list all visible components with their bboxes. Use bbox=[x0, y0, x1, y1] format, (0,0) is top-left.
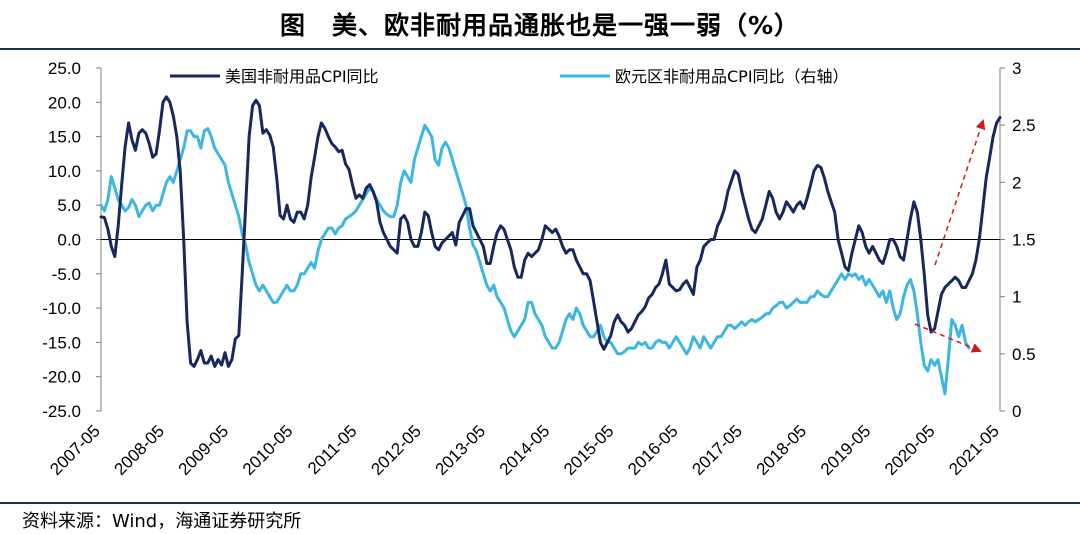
x-tick-label: 2011-05 bbox=[304, 421, 361, 478]
source-note: 资料来源：Wind，海通证券研究所 bbox=[22, 511, 302, 532]
left-tick-label: 10.0 bbox=[48, 162, 81, 181]
x-tick-label: 2021-05 bbox=[945, 421, 1003, 479]
left-tick-label: 15.0 bbox=[48, 128, 81, 147]
title-bar: 图 美、欧非耐用品通胀也是一强一弱（%） bbox=[0, 0, 1080, 50]
title-rule bbox=[0, 48, 1080, 50]
left-tick-label: 25.0 bbox=[48, 59, 81, 78]
right-tick-label: 0 bbox=[1012, 402, 1021, 421]
right-tick-label: 0.5 bbox=[1012, 345, 1036, 364]
right-tick-label: 3 bbox=[1012, 59, 1021, 78]
legend-label: 美国非耐用品CPI同比 bbox=[225, 67, 379, 86]
arrow-up-us bbox=[934, 119, 986, 266]
chart-annotations bbox=[914, 119, 986, 353]
left-tick-label: -15.0 bbox=[42, 333, 81, 352]
left-tick-label: 5.0 bbox=[57, 196, 81, 215]
x-tick-label: 2007-05 bbox=[46, 421, 104, 479]
x-tick-label: 2014-05 bbox=[496, 421, 554, 479]
x-tick-label: 2018-05 bbox=[753, 421, 811, 479]
x-tick-label: 2015-05 bbox=[560, 421, 618, 479]
x-tick-label: 2017-05 bbox=[688, 421, 746, 479]
series-line-eu bbox=[99, 123, 971, 396]
chart-axes: 25.0 20.0 15.0 10.0 5.0 0.0 -5.0 -10.0 -15.0 -20.… bbox=[42, 59, 1035, 479]
right-tick-label: 2.5 bbox=[1012, 116, 1036, 135]
x-tick-label: 2008-05 bbox=[110, 421, 168, 479]
x-tick-label: 2013-05 bbox=[432, 421, 490, 479]
chart-lines bbox=[99, 95, 1002, 396]
left-tick-label: -25.0 bbox=[42, 402, 81, 421]
x-tick-label: 2009-05 bbox=[175, 421, 233, 479]
x-tick-label: 2020-05 bbox=[881, 421, 939, 479]
left-tick-label: -20.0 bbox=[42, 368, 81, 387]
chart-legend: 美国非耐用品CPI同比 欧元区非耐用品CPI同比（右轴） bbox=[170, 67, 849, 86]
left-tick-label: 20.0 bbox=[48, 93, 81, 112]
x-tick-label: 2019-05 bbox=[817, 421, 875, 479]
x-tick-label: 2010-05 bbox=[239, 421, 297, 479]
series-line-us bbox=[99, 95, 1002, 368]
x-tick-label: 2016-05 bbox=[624, 421, 682, 479]
right-tick-label: 1.5 bbox=[1012, 231, 1036, 250]
left-tick-label: -10.0 bbox=[42, 299, 81, 318]
right-tick-label: 1 bbox=[1012, 288, 1021, 307]
footer-rule bbox=[0, 502, 1080, 504]
left-tick-label: 0.0 bbox=[57, 231, 81, 250]
x-tick-label: 2012-05 bbox=[367, 421, 425, 479]
legend-label: 欧元区非耐用品CPI同比（右轴） bbox=[615, 67, 849, 86]
right-tick-label: 2 bbox=[1012, 173, 1021, 192]
chart-title: 图 美、欧非耐用品通胀也是一强一弱（%） bbox=[279, 11, 801, 40]
arrow-down-eu bbox=[914, 323, 982, 353]
left-tick-label: -5.0 bbox=[52, 265, 81, 284]
